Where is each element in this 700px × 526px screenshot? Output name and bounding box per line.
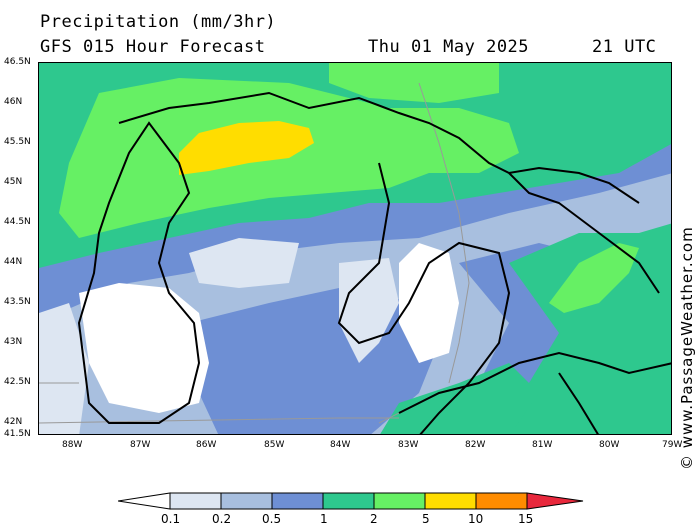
lon-label-88w: 88W: [62, 440, 83, 450]
precip-light-central: [189, 238, 299, 288]
coastline-upper-peninsula: [118, 91, 640, 204]
lon-label-86w: 86W: [196, 440, 217, 450]
legend-label-10: 10: [468, 512, 484, 526]
lon-label-85w: 85W: [264, 440, 285, 450]
legend-bin-10: [475, 492, 528, 510]
coastline-georgian-bay: [508, 172, 660, 294]
precip-none-lake-michigan: [79, 283, 209, 413]
precip-yellow-max: [179, 121, 314, 175]
map-canvas: [39, 63, 671, 434]
lon-label-84w: 84W: [330, 440, 351, 450]
precipitation-map: [38, 62, 672, 435]
precip-green-northeast: [329, 63, 499, 103]
legend-bin-5: [424, 492, 477, 510]
legend-label-2: 2: [370, 512, 378, 526]
precip-light-west: [39, 303, 89, 434]
legend-cap-left: [118, 492, 171, 510]
lat-label-43.5: 43.5N: [4, 297, 31, 307]
lon-label-81w: 81W: [532, 440, 553, 450]
legend-bin-0.5: [271, 492, 324, 510]
lon-label-83w: 83W: [398, 440, 419, 450]
chart-subtitle: GFS 015 Hour Forecast: [40, 37, 266, 57]
coastline-lake-huron: [337, 162, 511, 434]
legend-label-0.2: 0.2: [212, 512, 232, 526]
legend-bin-0.2: [220, 492, 273, 510]
coastline-lake-erie: [398, 351, 671, 414]
legend-bin-2: [373, 492, 426, 510]
precip-green-east: [549, 243, 639, 313]
lat-label-42: 42N: [4, 417, 23, 427]
lat-label-46: 46N: [4, 97, 23, 107]
lat-label-41.5: 41.5N: [4, 429, 31, 439]
lon-label-80w: 80W: [599, 440, 620, 450]
lat-label-43: 43N: [4, 337, 23, 347]
credit-watermark: © www.PassageWeather.com: [678, 226, 696, 470]
chart-title: Precipitation (mm/3hr): [40, 12, 277, 32]
lon-label-87w: 87W: [130, 440, 151, 450]
lat-label-46.5: 46.5N: [4, 57, 31, 67]
precip-none-south-shore: [399, 243, 459, 363]
state-border-lines: [39, 82, 470, 424]
forecast-date: Thu 01 May 2025: [368, 37, 530, 57]
legend-label-0.1: 0.1: [161, 512, 181, 526]
coastline-lake-michigan: [77, 121, 201, 424]
lat-label-45: 45N: [4, 177, 23, 187]
legend-label-1: 1: [320, 512, 328, 526]
lon-label-79w: 79W: [662, 440, 683, 450]
legend-label-5: 5: [422, 512, 430, 526]
lon-label-82w: 82W: [465, 440, 486, 450]
precip-teal-south: [380, 363, 539, 434]
legend-bin-0.1: [169, 492, 222, 510]
forecast-time: 21 UTC: [592, 37, 657, 57]
lat-label-44.5: 44.5N: [4, 217, 31, 227]
lat-label-42.5: 42.5N: [4, 377, 31, 387]
legend-colorbar: [118, 492, 584, 510]
lat-label-44: 44N: [4, 257, 23, 267]
legend-label-0.5: 0.5: [262, 512, 282, 526]
lat-label-45.5: 45.5N: [4, 137, 31, 147]
legend-cap-right: [526, 492, 584, 510]
legend-bin-1: [322, 492, 375, 510]
precip-teal-east: [509, 223, 671, 434]
legend-label-15: 15: [518, 512, 534, 526]
coastline-lake-ontario-shore: [558, 372, 599, 434]
